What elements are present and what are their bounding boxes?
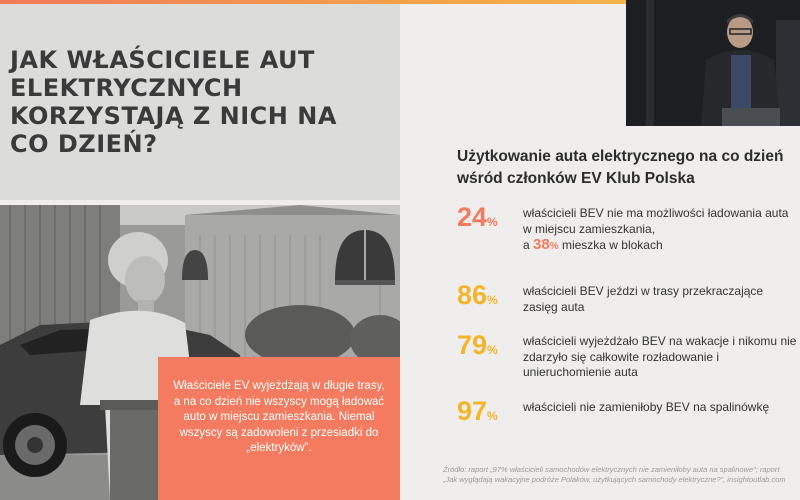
title-panel: JAK WŁAŚCICIELE AUT ELEKTRYCZNYCH KORZYS…	[0, 4, 400, 200]
callout-text: Właściciele EV wyjeżdżają w długie trasy…	[173, 380, 385, 454]
source-footnote: Źródło: raport „97% właścicieli samochod…	[443, 465, 786, 484]
stat-description: właścicieli nie zamieniłoby BEV na spali…	[523, 400, 770, 414]
presenter-video-feed	[626, 0, 800, 126]
stats-heading: Użytkowanie auta elektrycznego na co dzi…	[457, 148, 784, 187]
stat-description: właścicieli BEV jeździ w trasy przekracz…	[523, 284, 764, 314]
stat-value: 79%	[457, 330, 498, 360]
slide-title: JAK WŁAŚCICIELE AUT ELEKTRYCZNYCH KORZYS…	[10, 46, 337, 158]
stat-description: właścicieli wyjeżdżało BEV na wakacje i …	[523, 334, 797, 379]
stat-value: 86%	[457, 280, 498, 310]
callout-box: Właściciele EV wyjeżdżają w długie trasy…	[158, 357, 400, 500]
stat-value: 24%	[457, 202, 498, 232]
top-gradient-bar	[0, 0, 800, 4]
stat-description: właścicieli BEV nie ma możliwości ładowa…	[523, 206, 789, 253]
stat-value: 97%	[457, 396, 498, 426]
